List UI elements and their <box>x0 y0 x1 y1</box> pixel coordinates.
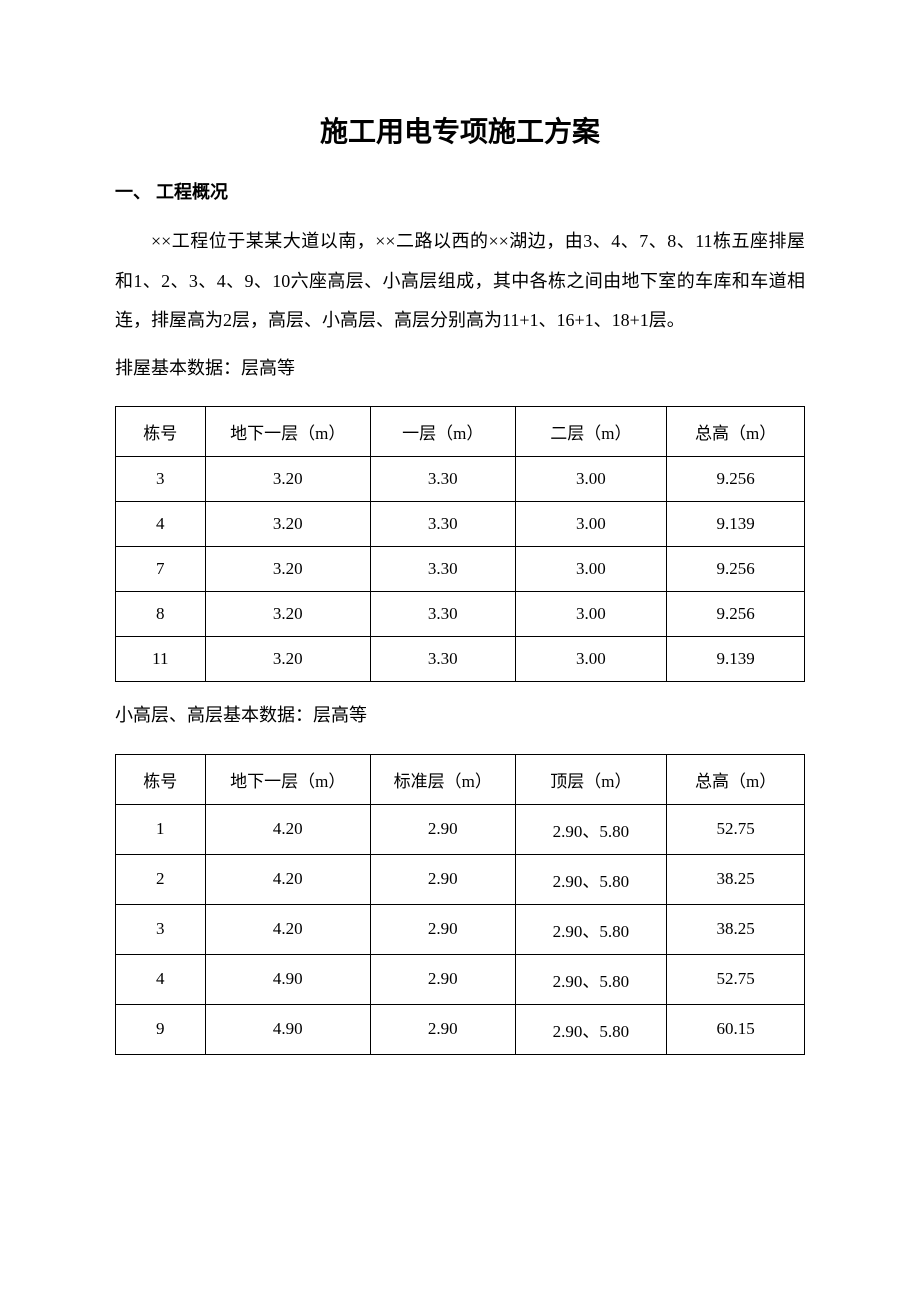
table-cell: 2.90 <box>370 854 515 904</box>
table-cell: 11 <box>116 637 206 682</box>
table-cell: 1 <box>116 804 206 854</box>
table-cell: 9.139 <box>667 502 805 547</box>
table-row: 1 4.20 2.90 2.90、5.80 52.75 <box>116 804 805 854</box>
table-cell: 4.20 <box>205 904 370 954</box>
table-cell: 2.90 <box>370 804 515 854</box>
table-cell: 8 <box>116 592 206 637</box>
table-cell: 2.90、5.80 <box>515 904 667 954</box>
table-cell: 3 <box>116 904 206 954</box>
table-header-cell: 顶层（m） <box>515 754 667 804</box>
table-cell: 4 <box>116 954 206 1004</box>
table-row: 9 4.90 2.90 2.90、5.80 60.15 <box>116 1004 805 1054</box>
table-cell: 2.90 <box>370 1004 515 1054</box>
table-cell: 3.20 <box>205 592 370 637</box>
table-cell: 3.20 <box>205 502 370 547</box>
table-cell: 2.90、5.80 <box>515 854 667 904</box>
table-cell: 3.20 <box>205 457 370 502</box>
table-cell: 38.25 <box>667 904 805 954</box>
table-cell: 3.30 <box>370 457 515 502</box>
table-cell: 4.20 <box>205 804 370 854</box>
table-row: 4 3.20 3.30 3.00 9.139 <box>116 502 805 547</box>
table-1-caption: 排屋基本数据：层高等 <box>115 349 805 389</box>
table-header-cell: 栋号 <box>116 407 206 457</box>
table-cell: 9 <box>116 1004 206 1054</box>
table-row: 2 4.20 2.90 2.90、5.80 38.25 <box>116 854 805 904</box>
table-row: 3 4.20 2.90 2.90、5.80 38.25 <box>116 904 805 954</box>
table-cell: 7 <box>116 547 206 592</box>
table-cell: 3.30 <box>370 637 515 682</box>
table-2-caption: 小高层、高层基本数据：层高等 <box>115 696 805 736</box>
table-cell: 2.90、5.80 <box>515 954 667 1004</box>
table-header-cell: 栋号 <box>116 754 206 804</box>
table-cell: 9.256 <box>667 592 805 637</box>
table-cell: 3.00 <box>515 592 667 637</box>
section-1-paragraph: ××工程位于某某大道以南，××二路以西的××湖边，由3、4、7、8、11栋五座排… <box>115 222 805 341</box>
table-cell: 3 <box>116 457 206 502</box>
table-cell: 4.20 <box>205 854 370 904</box>
table-cell: 3.00 <box>515 457 667 502</box>
table-row: 栋号 地下一层（m） 一层（m） 二层（m） 总高（m） <box>116 407 805 457</box>
table-2-highrise-heights: 栋号 地下一层（m） 标准层（m） 顶层（m） 总高（m） 1 4.20 2.9… <box>115 754 805 1055</box>
table-1-building-heights: 栋号 地下一层（m） 一层（m） 二层（m） 总高（m） 3 3.20 3.30… <box>115 406 805 682</box>
section-heading-1: 一、 工程概况 <box>115 178 805 204</box>
table-row: 4 4.90 2.90 2.90、5.80 52.75 <box>116 954 805 1004</box>
table-cell: 2.90、5.80 <box>515 1004 667 1054</box>
table-cell: 3.30 <box>370 547 515 592</box>
table-cell: 3.20 <box>205 637 370 682</box>
table-cell: 3.00 <box>515 502 667 547</box>
table-row: 栋号 地下一层（m） 标准层（m） 顶层（m） 总高（m） <box>116 754 805 804</box>
table-row: 7 3.20 3.30 3.00 9.256 <box>116 547 805 592</box>
table-header-cell: 一层（m） <box>370 407 515 457</box>
table-row: 8 3.20 3.30 3.00 9.256 <box>116 592 805 637</box>
table-cell: 52.75 <box>667 954 805 1004</box>
table-cell: 38.25 <box>667 854 805 904</box>
table-cell: 2.90 <box>370 954 515 1004</box>
table-cell: 3.30 <box>370 502 515 547</box>
table-cell: 9.139 <box>667 637 805 682</box>
table-header-cell: 二层（m） <box>515 407 667 457</box>
document-title: 施工用电专项施工方案 <box>115 110 805 150</box>
table-cell: 3.20 <box>205 547 370 592</box>
table-cell: 9.256 <box>667 547 805 592</box>
table-cell: 9.256 <box>667 457 805 502</box>
table-cell: 2.90 <box>370 904 515 954</box>
table-cell: 4.90 <box>205 1004 370 1054</box>
table-header-cell: 地下一层（m） <box>205 754 370 804</box>
table-cell: 2.90、5.80 <box>515 804 667 854</box>
table-row: 3 3.20 3.30 3.00 9.256 <box>116 457 805 502</box>
table-header-cell: 总高（m） <box>667 754 805 804</box>
table-cell: 4 <box>116 502 206 547</box>
table-cell: 4.90 <box>205 954 370 1004</box>
table-cell: 2 <box>116 854 206 904</box>
table-header-cell: 标准层（m） <box>370 754 515 804</box>
table-header-cell: 地下一层（m） <box>205 407 370 457</box>
table-cell: 3.00 <box>515 637 667 682</box>
table-cell: 52.75 <box>667 804 805 854</box>
table-cell: 60.15 <box>667 1004 805 1054</box>
table-header-cell: 总高（m） <box>667 407 805 457</box>
table-cell: 3.00 <box>515 547 667 592</box>
table-row: 11 3.20 3.30 3.00 9.139 <box>116 637 805 682</box>
table-cell: 3.30 <box>370 592 515 637</box>
